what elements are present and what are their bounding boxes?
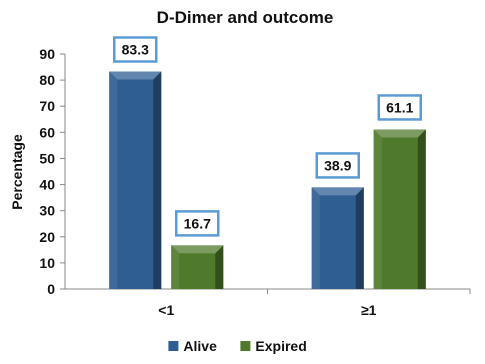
bar-top [171,245,224,254]
legend-label: Alive [183,338,217,354]
bar [311,187,364,289]
bar-side [355,187,364,289]
bar-side [417,129,426,289]
y-tick-label: 60 [39,124,55,140]
bar [109,71,162,289]
data-label-box [175,210,220,237]
y-tick-label: 80 [39,72,55,88]
legend-swatch [168,341,179,351]
bar-face [109,71,162,289]
bars [109,71,426,289]
y-axis: 0 10 20 30 40 50 60 70 80 90 [39,46,65,297]
y-tick-label: 40 [39,177,55,193]
y-tick-label: 10 [39,255,55,271]
bar-top [311,187,364,196]
x-tick-label: <1 [158,302,174,318]
bar-edge [171,245,180,289]
data-labels: 83.3 16.7 38.9 61.1 [113,36,422,237]
bar-side [215,245,224,289]
y-tick-label: 70 [39,98,55,114]
bar-edge [373,129,382,289]
bar-edge [109,71,118,289]
y-tick-label: 0 [47,281,55,297]
bar-side [153,71,162,289]
bar-face [311,187,364,289]
data-label: 61.1 [386,99,413,115]
data-label: 38.9 [324,157,351,173]
y-axis-label: Percentage [9,134,25,210]
bar-face [373,129,426,289]
y-tick-label: 90 [39,46,55,62]
data-label: 16.7 [184,215,211,231]
bar-top [373,129,426,138]
y-tick-label: 30 [39,203,55,219]
data-label-box [377,94,422,121]
x-axis: <1 ≥1 [158,289,471,318]
y-tick-label: 20 [39,229,55,245]
data-label-box [113,36,158,63]
legend-label: Expired [255,338,306,354]
data-label-box [315,152,360,179]
x-tick-label: ≥1 [361,302,377,318]
bar-edge [311,187,320,289]
legend: Alive Expired [168,338,307,354]
data-label: 83.3 [122,41,149,57]
bar-top [109,71,162,80]
bar [373,129,426,289]
bar [171,245,224,289]
legend-swatch [240,341,251,351]
y-tick-label: 50 [39,150,55,166]
chart-title: D-Dimer and outcome [157,8,334,27]
